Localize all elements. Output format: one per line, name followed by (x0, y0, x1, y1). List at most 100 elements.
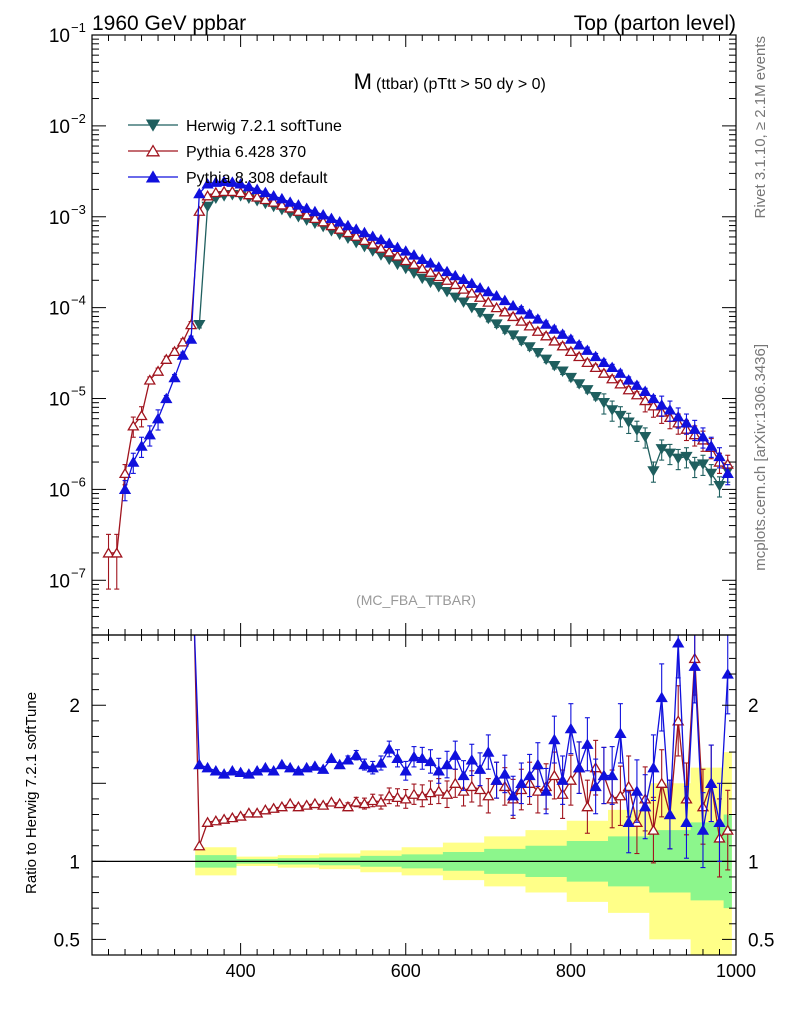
pythia8-ratio-point (606, 769, 619, 781)
y-tick-exponent: −6 (71, 474, 86, 489)
rivet-version-label: Rivet 3.1.10, ≥ 2.1M events (752, 36, 769, 219)
herwig-point (407, 268, 421, 279)
pythia6-point (300, 209, 313, 220)
herwig-point (490, 319, 503, 330)
pythia6-ratio-point (209, 814, 222, 826)
pythia8-ratio-point (209, 765, 222, 776)
herwig-point (713, 480, 726, 492)
pythia8-point (597, 356, 611, 368)
ratio-y-tick-label-right: 0.5 (748, 930, 774, 951)
herwig-point (680, 451, 693, 463)
herwig-point (630, 425, 644, 436)
herwig-point (564, 372, 578, 384)
pythia8-point (333, 216, 346, 227)
herwig-point (193, 319, 206, 331)
pythia8-ratio-point (383, 743, 396, 754)
y-tick-label: 10 (49, 299, 70, 320)
herwig-point (482, 313, 495, 325)
pythia8-ratio-point (639, 800, 652, 812)
pythia8-point (630, 379, 644, 390)
herwig-point (597, 398, 611, 409)
pythia8-point (374, 233, 388, 245)
pythia6-point (523, 320, 536, 331)
pythia6-ratio-point (424, 786, 437, 798)
pythia6-ratio-point (317, 799, 330, 810)
x-tick-label: 800 (556, 961, 586, 981)
pythia6-point (606, 372, 619, 384)
pythia6-point (407, 258, 421, 269)
pythia8-ratio-point (498, 768, 511, 779)
herwig-point (523, 342, 536, 353)
pythia8-ratio-point (564, 722, 578, 734)
pythia8-ratio-point (193, 758, 206, 770)
pythia8-point (490, 290, 503, 301)
pythia8-ratio-point (292, 765, 305, 776)
pythia6-point (168, 345, 181, 357)
pythia8-point (226, 176, 239, 187)
pythia8-ratio-point (449, 749, 462, 760)
pythia6-point (581, 356, 594, 368)
pythia8-point (614, 367, 627, 378)
pythia6-point (275, 199, 289, 210)
pythia8-ratio-point (308, 760, 322, 771)
pythia8-point (713, 450, 726, 462)
pythia8-point (391, 241, 404, 253)
pythia8-ratio-point (259, 761, 272, 773)
pythia8-point (506, 299, 520, 311)
pythia6-point (267, 196, 280, 207)
pythia8-main-series (118, 175, 734, 502)
legend-entry: Pythia 6.428 370 (128, 144, 306, 161)
ratio-y-tick-label-right: 2 (748, 696, 759, 717)
herwig-line (198, 194, 729, 487)
analysis-label: (MC_FBA_TTBAR) (356, 592, 476, 608)
pythia6-ratio-point (614, 789, 627, 801)
pythia6-ratio-point (267, 802, 280, 813)
pythia8-ratio-point (275, 758, 289, 770)
pythia8-point (721, 467, 734, 479)
pythia6-point (490, 301, 503, 313)
pythia8-point (168, 371, 181, 383)
herwig-point (581, 385, 594, 396)
pythia8-ratio-point (680, 816, 693, 827)
pythia6-ratio-point (407, 788, 421, 799)
pythia8-point (622, 374, 635, 385)
herwig-main-series (193, 190, 734, 498)
pythia6-point (614, 378, 627, 389)
legend-marker (145, 144, 161, 157)
pythia8-ratio-point (424, 755, 437, 767)
pythia6-point (465, 287, 478, 298)
pythia6-point (110, 547, 123, 558)
legend-label: Pythia 8.308 default (186, 170, 328, 187)
herwig-point (515, 336, 528, 347)
pythia6-ratio-point (383, 789, 396, 801)
pythia8-ratio-point (515, 777, 528, 788)
herwig-point (622, 417, 635, 428)
pythia8-ratio-point (713, 816, 726, 827)
y-tick-exponent: −1 (71, 20, 86, 35)
pythia6-ratio-point (308, 797, 322, 809)
pythia8-ratio-point (440, 758, 454, 770)
y-tick-label: 10 (49, 571, 70, 592)
pythia8-point (275, 192, 289, 204)
pythia6-ratio-point (366, 794, 379, 806)
pythia6-point (399, 254, 412, 266)
pythia6-ratio-point (655, 777, 668, 788)
pythia6-ratio-point (564, 774, 578, 785)
pythia8-point (440, 265, 454, 277)
pythia6-point (506, 310, 520, 322)
pythia6-point (143, 374, 156, 385)
herwig-point (614, 410, 627, 422)
pythia8-point (341, 219, 355, 231)
pythia8-point (523, 308, 536, 319)
pythia8-ratio-point (696, 824, 710, 835)
pythia6-point (391, 250, 404, 261)
herwig-point (696, 459, 710, 470)
pythia6-ratio-point (333, 797, 346, 809)
pythia6-ratio-point (325, 796, 338, 807)
herwig-point (556, 366, 569, 377)
pythia6-ratio-point (217, 813, 231, 824)
herwig-point (506, 330, 520, 341)
pythia8-point (465, 277, 478, 289)
x-tick-label: 600 (391, 961, 421, 981)
